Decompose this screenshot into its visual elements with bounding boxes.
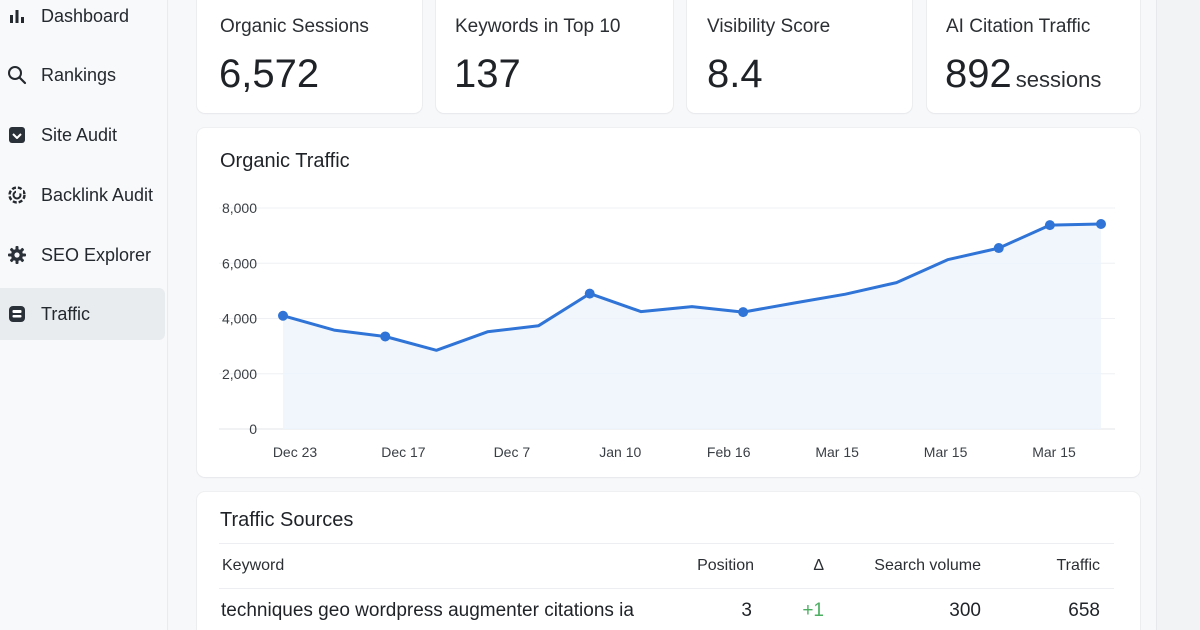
divider xyxy=(219,588,1114,589)
column-header-search-volume[interactable]: Search volume xyxy=(874,557,981,574)
sidebar-item-label: Dashboard xyxy=(41,5,130,26)
kpi-label: Organic Sessions xyxy=(220,16,369,37)
kpi-value: 892 sessions xyxy=(945,52,1101,97)
column-header-delta[interactable]: Δ xyxy=(813,557,824,574)
sidebar-item-label: Rankings xyxy=(41,64,117,85)
column-header-position[interactable]: Position xyxy=(697,557,754,574)
checkbox-icon xyxy=(6,124,28,146)
traffic-sources-card: Traffic Sources Keyword Position Δ Searc… xyxy=(197,492,1140,630)
table-header: Keyword Position Δ Search volume Traffic xyxy=(219,544,1114,588)
traffic-cell: 658 xyxy=(1068,600,1100,621)
sidebar-item-label: SEO Explorer xyxy=(41,244,152,265)
kpi-number: 6,572 xyxy=(219,52,320,96)
sidebar-item-rankings[interactable]: Rankings xyxy=(0,49,165,101)
search-volume-cell: 300 xyxy=(949,600,981,621)
kpi-card-organic-sessions: Organic Sessions 6,572 xyxy=(197,0,422,113)
kpi-label: Keywords in Top 10 xyxy=(455,16,621,37)
kpi-card-ai-citation-traffic: AI Citation Traffic 892 sessions xyxy=(927,0,1140,113)
robot-icon xyxy=(6,303,28,325)
sidebar-item-dashboard[interactable]: Dashboard xyxy=(0,0,165,42)
x-tick-label: Mar 15 xyxy=(815,444,859,460)
column-header-traffic[interactable]: Traffic xyxy=(1056,557,1100,574)
area-fill xyxy=(283,224,1101,429)
series-line xyxy=(281,222,1103,352)
sidebar-item-label: Backlink Audit xyxy=(41,184,154,205)
sidebar-item-backlink-audit[interactable]: Backlink Audit xyxy=(0,169,165,221)
y-tick-label: 4,000 xyxy=(222,311,257,327)
delta-cell: +1 xyxy=(802,600,824,621)
chart-title: Organic Traffic xyxy=(220,150,350,172)
x-tick-label: Dec 7 xyxy=(494,444,531,460)
kpi-number: 892 xyxy=(945,52,1012,96)
x-tick-label: Jan 10 xyxy=(599,444,641,460)
y-tick-label: 6,000 xyxy=(222,255,257,271)
data-point xyxy=(993,243,1004,254)
sidebar-item-seo-explorer[interactable]: SEO Explorer xyxy=(0,229,165,281)
kpi-label: Visibility Score xyxy=(707,16,831,37)
sidebar-item-label: Site Audit xyxy=(41,124,118,145)
kpi-card-keywords-top10: Keywords in Top 10 137 xyxy=(436,0,673,113)
gear-icon xyxy=(6,244,28,266)
kpi-value: 137 xyxy=(454,52,521,97)
y-tick-label: 8,000 xyxy=(222,200,257,216)
kpi-card-visibility-score: Visibility Score 8.4 xyxy=(687,0,912,113)
sidebar-item-label: Traffic xyxy=(41,303,91,324)
data-point xyxy=(1044,220,1055,231)
y-tick-label: 2,000 xyxy=(222,366,257,382)
backlink-icon xyxy=(6,184,28,206)
sidebar-item-site-audit[interactable]: Site Audit xyxy=(0,109,165,161)
table-row[interactable]: techniques geo wordpress augmenter citat… xyxy=(219,589,1114,630)
bar-chart-icon xyxy=(6,5,28,27)
sidebar-item-traffic[interactable]: Traffic xyxy=(0,288,165,340)
data-point xyxy=(278,310,288,321)
data-point xyxy=(584,288,595,299)
divider xyxy=(219,543,1114,544)
sidebar: Dashboard Rankings Site Audit Backlink A… xyxy=(0,0,168,630)
scrollbar-track[interactable] xyxy=(1156,0,1200,630)
keyword-cell: techniques geo wordpress augmenter citat… xyxy=(221,600,634,621)
x-tick-label: Mar 15 xyxy=(924,444,968,460)
x-tick-label: Feb 16 xyxy=(707,444,751,460)
position-cell: 3 xyxy=(741,600,752,621)
x-tick-label: Mar 15 xyxy=(1032,444,1076,460)
data-point xyxy=(1096,219,1106,230)
table-title: Traffic Sources xyxy=(220,509,354,531)
kpi-number: 137 xyxy=(454,52,521,96)
y-tick-label: 0 xyxy=(249,421,257,437)
organic-traffic-chart: 0 2,000 4,000 6,000 8,000 Dec 23 Dec 17 Dec 7 Ja… xyxy=(219,200,1115,460)
data-point xyxy=(380,331,391,342)
column-header-keyword[interactable]: Keyword xyxy=(222,557,285,574)
x-tick-label: Dec 23 xyxy=(273,444,318,460)
kpi-value: 6,572 xyxy=(219,52,319,97)
data-point xyxy=(738,307,749,318)
kpi-value: 8.4 xyxy=(707,52,763,97)
x-tick-label: Dec 17 xyxy=(381,444,426,460)
kpi-unit: sessions xyxy=(1015,67,1102,92)
search-icon xyxy=(6,64,28,86)
organic-traffic-card: Organic Traffic 0 2,000 4,000 6,000 8,000 Dec… xyxy=(197,128,1140,477)
kpi-label: AI Citation Traffic xyxy=(946,16,1091,37)
kpi-number: 8.4 xyxy=(707,52,763,96)
